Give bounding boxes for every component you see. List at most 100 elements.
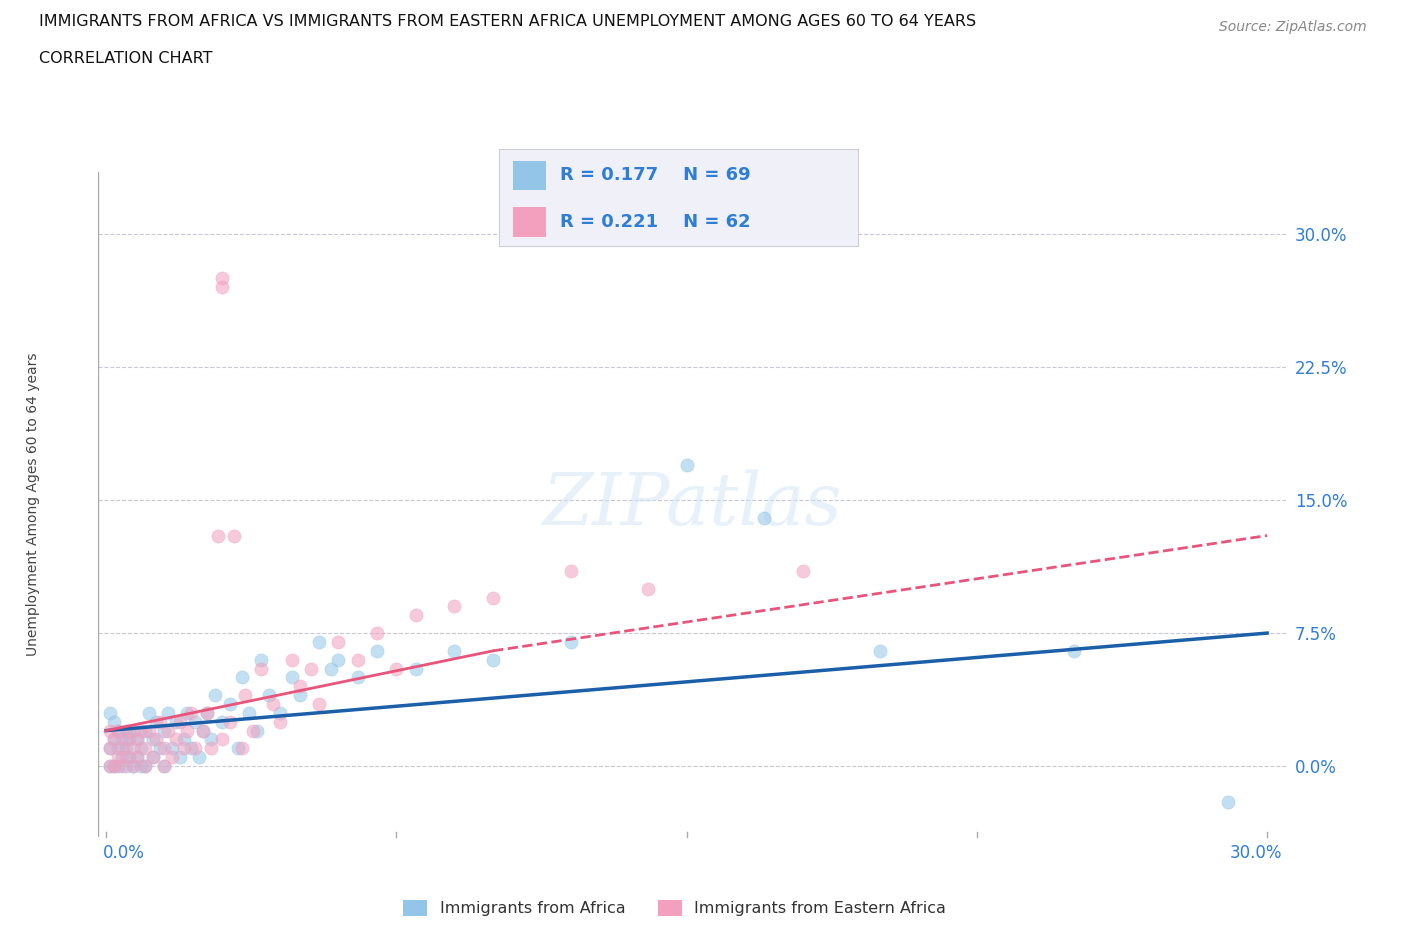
Point xyxy=(142,750,165,764)
Point xyxy=(366,626,388,641)
Point xyxy=(127,732,149,747)
Point xyxy=(153,759,176,774)
Point xyxy=(405,608,427,623)
Point xyxy=(346,652,368,667)
Point xyxy=(250,661,273,676)
Point xyxy=(246,724,269,738)
Point xyxy=(127,750,149,764)
Point xyxy=(1218,794,1240,809)
Point xyxy=(98,759,121,774)
Point xyxy=(226,741,249,756)
Point xyxy=(127,750,149,764)
Text: ZIPatlas: ZIPatlas xyxy=(543,470,842,539)
Point xyxy=(385,661,408,676)
Point xyxy=(366,644,388,658)
Point xyxy=(200,732,222,747)
Point xyxy=(308,634,330,649)
Point xyxy=(114,759,136,774)
Point xyxy=(211,732,233,747)
Point xyxy=(281,652,304,667)
Point xyxy=(184,714,207,729)
Point xyxy=(204,687,226,702)
Bar xyxy=(513,161,546,190)
Point xyxy=(235,687,257,702)
Point xyxy=(173,732,195,747)
Point xyxy=(134,741,156,756)
Point xyxy=(250,652,273,667)
Point xyxy=(328,634,350,649)
Point xyxy=(157,706,180,721)
Point xyxy=(231,670,253,684)
Point xyxy=(118,750,141,764)
Point xyxy=(145,714,167,729)
Point xyxy=(211,714,233,729)
Point xyxy=(560,564,582,578)
Point xyxy=(482,591,505,605)
Point xyxy=(346,670,368,684)
Point xyxy=(869,644,891,658)
Point xyxy=(211,271,233,286)
Point xyxy=(219,697,242,711)
Point xyxy=(107,724,129,738)
Point xyxy=(98,741,121,756)
Text: Unemployment Among Ages 60 to 64 years: Unemployment Among Ages 60 to 64 years xyxy=(27,352,41,657)
Point xyxy=(169,750,191,764)
Point xyxy=(98,759,121,774)
Point xyxy=(145,732,167,747)
Point xyxy=(482,652,505,667)
Point xyxy=(157,724,180,738)
Point xyxy=(107,759,129,774)
Point xyxy=(328,652,350,667)
Point xyxy=(103,714,125,729)
Text: IMMIGRANTS FROM AFRICA VS IMMIGRANTS FROM EASTERN AFRICA UNEMPLOYMENT AMONG AGES: IMMIGRANTS FROM AFRICA VS IMMIGRANTS FRO… xyxy=(39,14,977,29)
Point xyxy=(103,732,125,747)
Point xyxy=(98,706,121,721)
Point xyxy=(207,528,229,543)
Point xyxy=(129,759,152,774)
Point xyxy=(308,697,330,711)
Point xyxy=(191,724,214,738)
Text: 0.0%: 0.0% xyxy=(103,844,145,862)
Point xyxy=(184,741,207,756)
Point xyxy=(176,724,198,738)
Point xyxy=(1063,644,1085,658)
Point xyxy=(299,661,322,676)
Text: Source: ZipAtlas.com: Source: ZipAtlas.com xyxy=(1219,20,1367,34)
Point xyxy=(222,528,245,543)
Point xyxy=(111,750,134,764)
Point xyxy=(114,741,136,756)
Point xyxy=(443,599,465,614)
Point xyxy=(188,750,211,764)
Point xyxy=(257,687,280,702)
Point xyxy=(169,714,191,729)
Point xyxy=(675,458,697,472)
Text: R = 0.221    N = 62: R = 0.221 N = 62 xyxy=(560,213,751,231)
Point xyxy=(114,732,136,747)
Point xyxy=(153,759,176,774)
Point xyxy=(269,706,291,721)
Point xyxy=(114,750,136,764)
Point xyxy=(122,759,145,774)
Point xyxy=(191,724,214,738)
Point xyxy=(142,732,165,747)
Point xyxy=(111,732,134,747)
Point xyxy=(176,706,198,721)
Point xyxy=(138,706,160,721)
Point xyxy=(238,706,260,721)
Point xyxy=(165,732,187,747)
Point xyxy=(560,634,582,649)
Point xyxy=(231,741,253,756)
Point xyxy=(129,741,152,756)
Text: R = 0.177    N = 69: R = 0.177 N = 69 xyxy=(560,166,751,184)
Point xyxy=(107,750,129,764)
Point xyxy=(200,741,222,756)
Point xyxy=(219,714,242,729)
Point xyxy=(405,661,427,676)
Point xyxy=(111,741,134,756)
Point xyxy=(98,741,121,756)
Point xyxy=(122,724,145,738)
Point xyxy=(114,724,136,738)
Text: CORRELATION CHART: CORRELATION CHART xyxy=(39,51,212,66)
Point xyxy=(134,759,156,774)
Point xyxy=(122,759,145,774)
